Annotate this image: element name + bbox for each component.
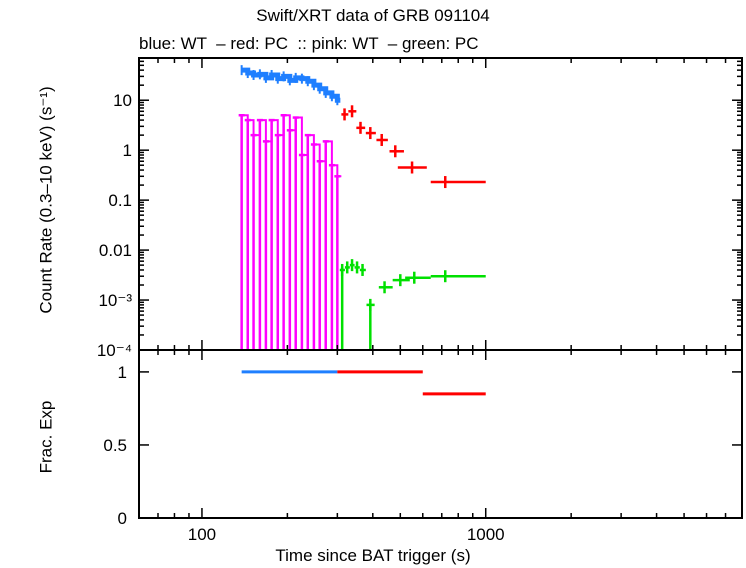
y-tick-label: 0.5 (103, 436, 127, 455)
y-tick-label: 1 (123, 141, 132, 160)
x-tick-label: 100 (188, 525, 216, 544)
x-tick-label: 1000 (467, 525, 505, 544)
top-panel-frame (138, 57, 743, 351)
y-tick-label: 0.01 (99, 241, 132, 260)
y-tick-label: 1 (118, 363, 127, 382)
pink-series-outline (241, 114, 342, 178)
y-tick-label: 10 (113, 91, 132, 110)
y-tick-label: 10⁻³ (98, 291, 132, 310)
y-tick-label: 0.1 (108, 191, 132, 210)
bottom-panel-frame (138, 349, 743, 519)
chart-title: Swift/XRT data of GRB 091104 (256, 6, 490, 25)
y-tick-label: 0 (118, 509, 127, 528)
chart-subtitle: blue: WT – red: PC :: pink: WT – green: … (139, 34, 479, 53)
x-axis-label: Time since BAT trigger (s) (275, 546, 471, 565)
y-tick-label: 10⁻⁴ (97, 341, 132, 360)
